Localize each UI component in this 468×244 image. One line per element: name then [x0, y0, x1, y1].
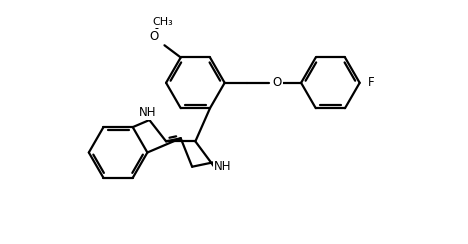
Text: O: O — [272, 76, 281, 89]
Text: F: F — [368, 76, 374, 89]
Text: NH: NH — [214, 160, 232, 173]
Text: CH₃: CH₃ — [152, 17, 173, 27]
Text: O: O — [150, 30, 159, 43]
Text: NH: NH — [139, 106, 156, 119]
